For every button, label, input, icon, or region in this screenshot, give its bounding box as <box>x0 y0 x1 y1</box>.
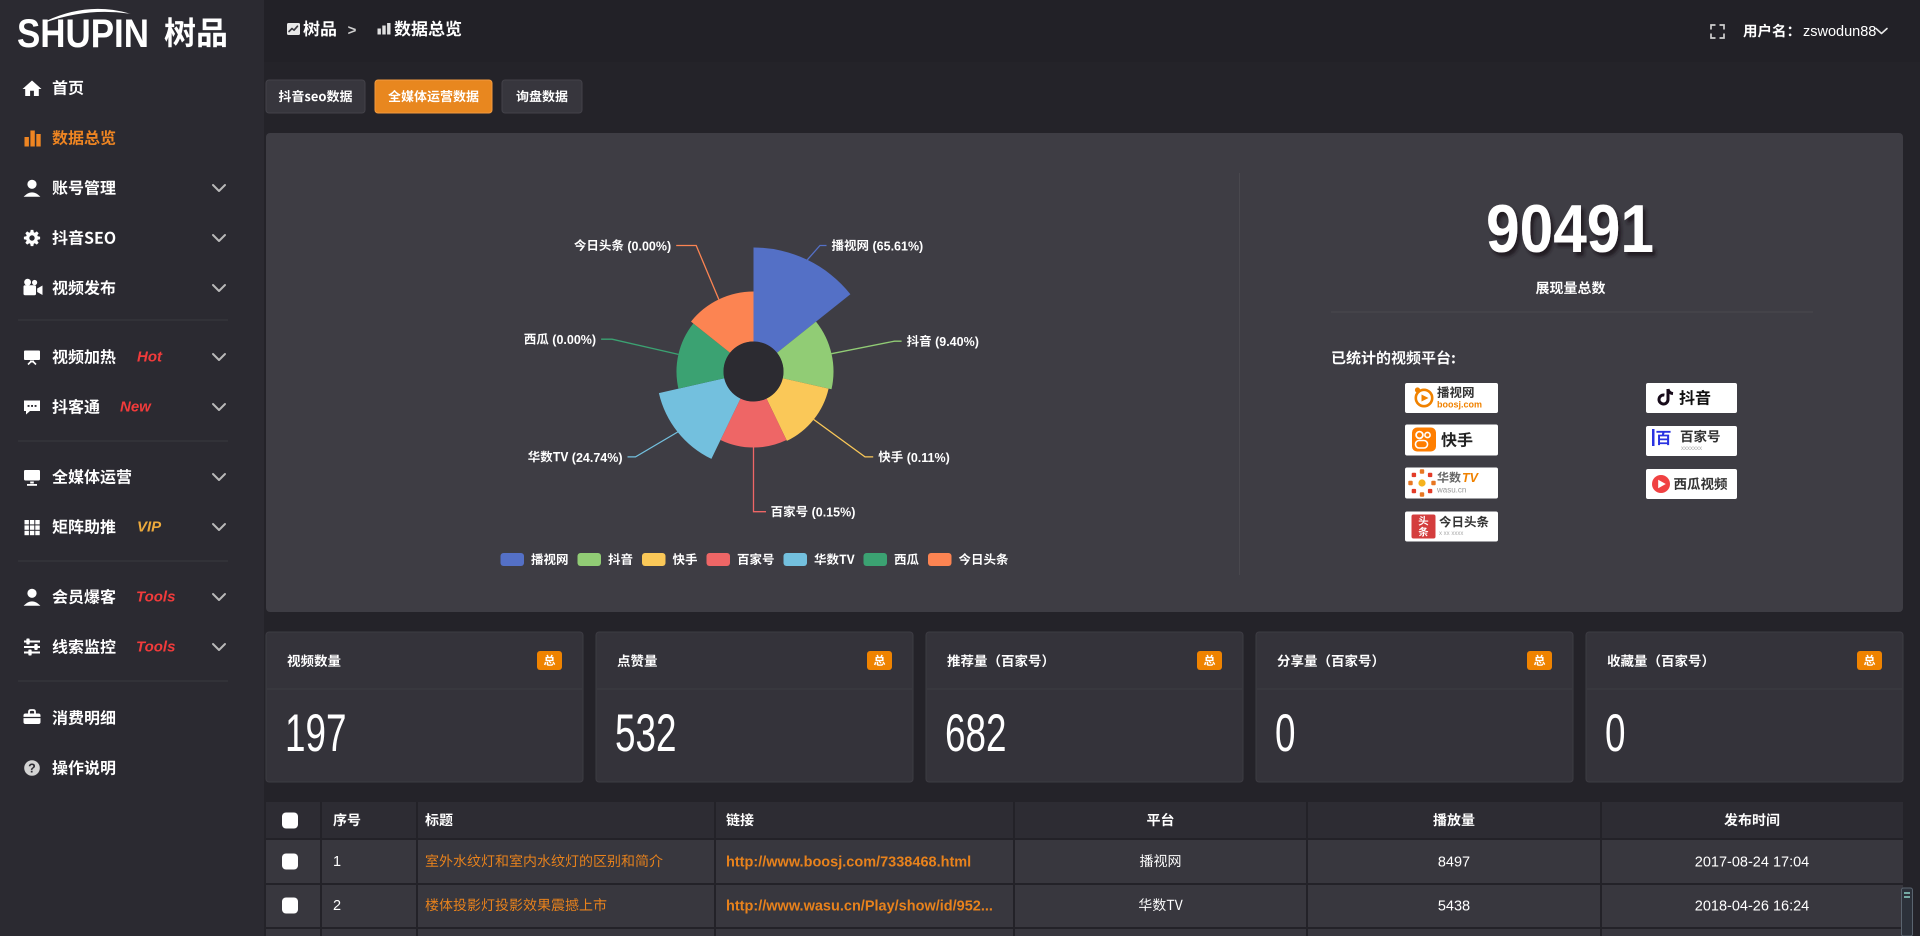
svg-text:Tools: Tools <box>136 588 175 605</box>
svg-text:197: 197 <box>285 704 347 763</box>
svg-text:Hot: Hot <box>137 348 163 365</box>
svg-text:0: 0 <box>1605 704 1626 763</box>
svg-text:New: New <box>120 398 152 415</box>
svg-text:>: > <box>348 22 357 39</box>
svg-text:0: 0 <box>1275 704 1296 763</box>
svg-text:http://www.boosj.com/7338468.h: http://www.boosj.com/7338468.html <box>726 855 971 871</box>
svg-text:(65.61%): (65.61%) <box>873 239 924 253</box>
svg-text:x xx xxxx: x xx xxxx <box>1439 531 1463 537</box>
svg-text:2017-08-24 17:04: 2017-08-24 17:04 <box>1695 855 1810 871</box>
svg-text:boosj.com: boosj.com <box>1437 400 1482 410</box>
svg-text:Tools: Tools <box>136 638 175 655</box>
svg-text:682: 682 <box>945 704 1007 763</box>
svg-text:(0.11%): (0.11%) <box>907 451 950 465</box>
svg-text:1: 1 <box>333 854 341 870</box>
svg-text:VIP: VIP <box>137 518 162 535</box>
svg-text:5438: 5438 <box>1438 899 1470 915</box>
svg-text:(9.40%): (9.40%) <box>935 335 979 349</box>
svg-text:532: 532 <box>615 704 677 763</box>
svg-text:2: 2 <box>333 898 341 914</box>
svg-text:http://www.wasu.cn/Play/show/i: http://www.wasu.cn/Play/show/id/952... <box>726 899 993 915</box>
svg-text:(0.15%): (0.15%) <box>812 506 856 520</box>
svg-text:(0.00%): (0.00%) <box>552 333 596 347</box>
svg-text:SHUPIN: SHUPIN <box>17 12 149 56</box>
svg-text:zswodun88: zswodun88 <box>1803 24 1876 40</box>
svg-text:90491: 90491 <box>1486 191 1654 267</box>
svg-text:(0.00%): (0.00%) <box>627 239 671 253</box>
svg-text:2018-04-26 16:24: 2018-04-26 16:24 <box>1695 899 1810 915</box>
svg-text:TV: TV <box>1462 471 1480 485</box>
svg-text:(24.74%): (24.74%) <box>572 451 623 465</box>
svg-text:?: ? <box>28 761 36 775</box>
svg-text:xxxxxxx: xxxxxxx <box>1681 446 1702 452</box>
svg-text:wasu.cn: wasu.cn <box>1436 485 1466 494</box>
svg-text:8497: 8497 <box>1438 855 1470 871</box>
